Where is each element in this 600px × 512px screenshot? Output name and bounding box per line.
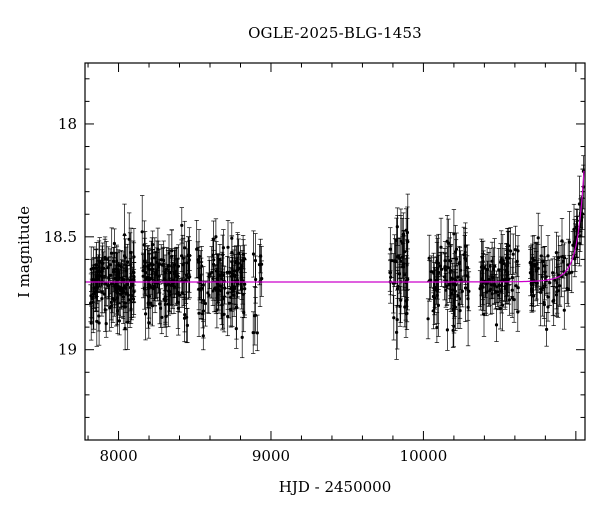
svg-text:8000: 8000: [99, 447, 137, 465]
svg-text:10000: 10000: [400, 447, 448, 465]
y-axis-label: I magnitude: [15, 205, 33, 299]
x-axis-label: HJD - 2450000: [278, 478, 392, 496]
svg-text:18.5: 18.5: [44, 228, 77, 246]
svg-text:19: 19: [58, 341, 77, 359]
svg-text:18: 18: [58, 115, 77, 133]
svg-text:9000: 9000: [252, 447, 290, 465]
chart-title: OGLE-2025-BLG-1453: [248, 24, 422, 42]
